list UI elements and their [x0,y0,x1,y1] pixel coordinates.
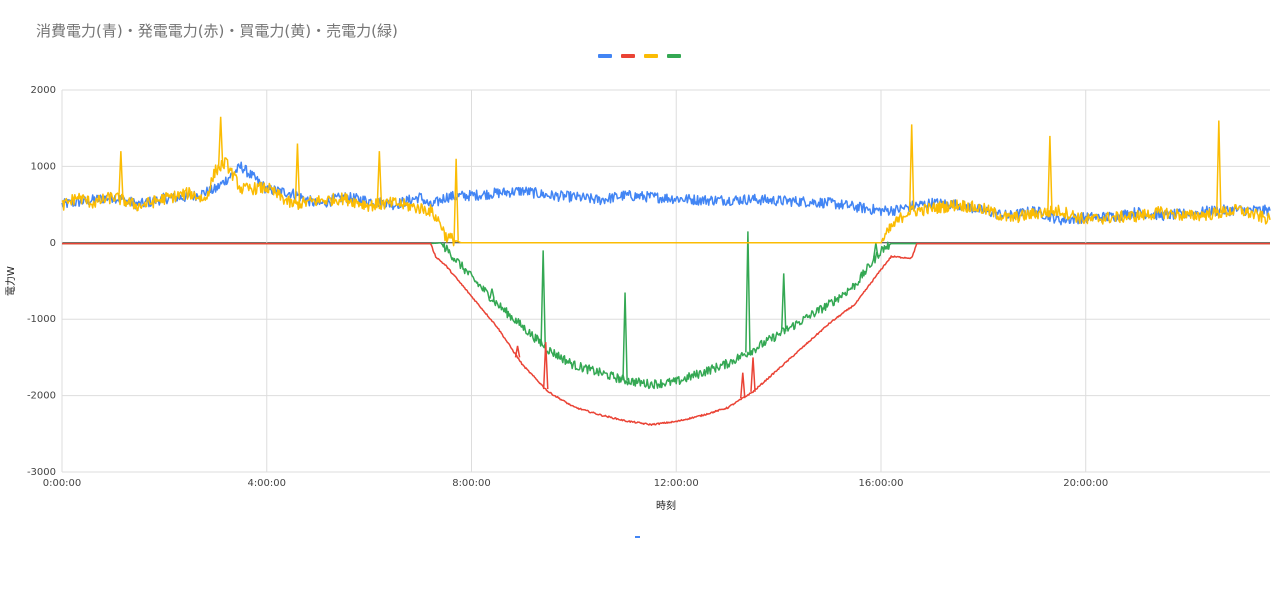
series-line[interactable] [62,241,1270,390]
y-tick-label: 2000 [31,85,56,96]
series-spike [1047,135,1053,212]
x-tick-label: 16:00:00 [859,478,904,489]
y-axis-title: 電力W [4,266,17,296]
chart-title: 消費電力(青)・発電電力(赤)・買電力(黄)・売電力(緑) [36,22,398,40]
series-spike [376,151,383,205]
series-spike [118,151,124,200]
legend-swatch-green[interactable] [667,54,681,58]
legend-swatch-blue[interactable] [598,54,612,58]
series-spike [217,116,224,167]
series-spike [542,342,549,390]
x-tick-label: 4:00:00 [247,478,286,489]
y-tick-label: 0 [50,238,56,249]
series-spike [514,345,521,358]
series-line[interactable] [62,242,1270,426]
grid-lines [61,89,1270,473]
legend-swatch-red[interactable] [621,54,635,58]
series-spike [745,231,751,353]
legend-swatch-yellow[interactable] [644,54,658,58]
series-spike [750,357,756,392]
series-spike [489,288,495,299]
x-tick-label: 20:00:00 [1063,478,1108,489]
series-layer [61,116,1271,426]
x-axis-ticks: 0:00:00 4:00:00 8:00:00 12:00:00 16:00:00 20:… [43,478,1108,489]
series-spike [739,372,746,399]
series-spike [540,250,546,346]
x-tick-label: 0:00:00 [43,478,82,489]
y-tick-label: -2000 [27,391,56,402]
y-axis-ticks: 2000 1000 0 -1000 -2000 -3000 [27,85,56,478]
series-spike [622,292,628,381]
series-spike [294,143,301,204]
x-tick-label: 8:00:00 [452,478,491,489]
series-spike [908,124,915,212]
y-tick-label: -3000 [27,467,56,478]
x-axis-title: 時刻 [656,499,676,512]
y-tick-label: 1000 [31,161,56,172]
legend [598,54,681,58]
range-legend [635,536,640,538]
series-spike [453,158,459,241]
series-spike [780,273,787,332]
series-spike [1216,120,1222,214]
series-line[interactable] [61,157,1271,247]
range-legend-swatch [635,536,640,538]
y-tick-label: -1000 [27,314,56,325]
x-tick-label: 12:00:00 [654,478,699,489]
